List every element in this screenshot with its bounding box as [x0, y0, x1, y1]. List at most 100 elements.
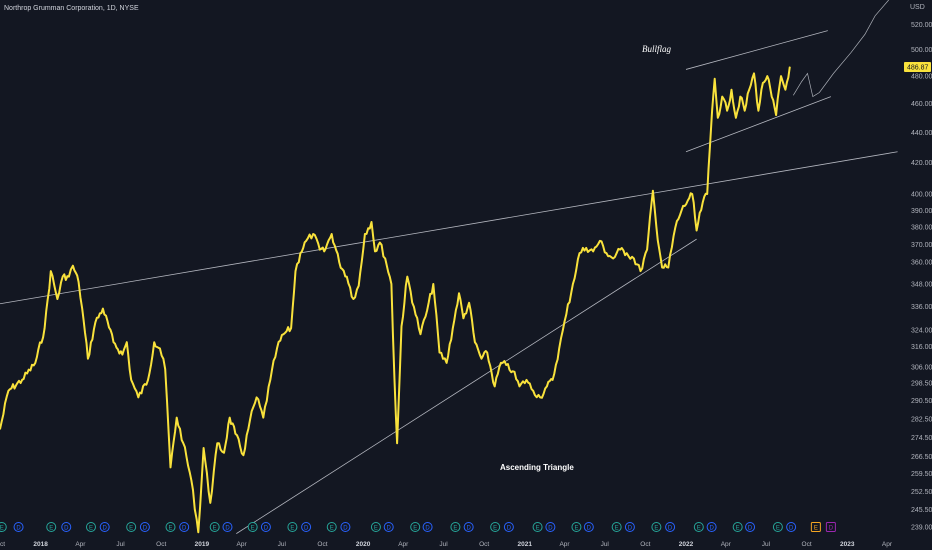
price-point: [169, 466, 172, 469]
event-marker-label: D: [64, 525, 69, 531]
event-marker: [222, 522, 233, 532]
y-tick-label: 500.00: [911, 47, 932, 54]
price-point: [249, 419, 251, 421]
x-tick-label: Apr: [75, 541, 86, 548]
price-point: [674, 226, 676, 228]
event-marker-label: D: [748, 525, 753, 531]
price-point: [762, 82, 764, 84]
event-marker-label: D: [668, 525, 673, 531]
price-point: [512, 370, 514, 372]
y-tick-label: 324.00: [911, 328, 932, 335]
x-tick-label: Apr: [398, 541, 409, 548]
event-marker: [463, 522, 474, 532]
y-tick-label: 348.00: [911, 281, 932, 288]
y-tick-label: 480.00: [911, 74, 932, 81]
event-marker-label: E: [290, 525, 294, 531]
price-point: [164, 368, 166, 370]
x-tick-label: Jul: [278, 541, 287, 548]
x-tick-label: Oct: [156, 541, 166, 548]
price-point: [551, 379, 554, 381]
price-point: [652, 190, 654, 192]
y-tick-label: 440.00: [911, 130, 932, 137]
price-point: [62, 275, 64, 278]
price-point: [633, 257, 635, 260]
price-point: [358, 285, 360, 287]
y-tick-label: 239.00: [911, 524, 932, 531]
price-point: [229, 417, 231, 419]
price-point: [578, 252, 581, 254]
price-point: [197, 531, 199, 533]
x-tick-label: 2019: [195, 541, 210, 548]
event-marker: [209, 522, 220, 532]
price-point: [276, 347, 278, 349]
event-marker: [810, 522, 821, 532]
price-point: [299, 252, 301, 254]
price-point: [744, 110, 746, 112]
y-tick-label: 380.00: [911, 225, 932, 232]
event-marker-label: D: [16, 525, 21, 531]
price-point: [709, 146, 711, 148]
price-point: [667, 266, 669, 269]
price-point: [216, 442, 218, 444]
price-point: [203, 447, 205, 449]
y-tick-label: 420.00: [911, 160, 932, 167]
event-marker: [422, 522, 433, 532]
projection-path: [793, 0, 889, 98]
event-marker: [61, 522, 72, 532]
price-point: [432, 283, 434, 285]
trendline-resistance: [0, 151, 898, 305]
event-marker: [0, 522, 7, 532]
price-point: [757, 110, 760, 112]
ascending-triangle-annotation: Ascending Triangle: [500, 463, 574, 472]
x-tick-label: Oct: [317, 541, 327, 548]
last-price-badge: 486.87: [904, 61, 931, 72]
price-point: [766, 75, 768, 77]
price-point: [269, 379, 271, 381]
x-tick-label: 2021: [518, 541, 533, 548]
event-marker: [786, 522, 797, 532]
event-marker-label: E: [251, 525, 255, 531]
y-tick-label: 252.50: [911, 489, 932, 496]
event-marker-label: E: [49, 525, 53, 531]
event-marker-label: D: [425, 525, 430, 531]
price-point: [305, 240, 307, 242]
price-point: [426, 309, 428, 312]
price-point: [687, 199, 689, 202]
y-tick-label: 259.50: [911, 471, 932, 478]
price-point: [605, 252, 608, 254]
price-point: [242, 454, 244, 456]
price-point: [153, 341, 155, 343]
price-point: [34, 362, 36, 364]
price-point: [370, 221, 373, 223]
event-marker: [624, 522, 635, 532]
event-marker-label: D: [466, 525, 471, 531]
price-point: [223, 452, 225, 454]
price-point: [319, 249, 321, 251]
price-point: [323, 250, 325, 252]
event-marker-label: E: [493, 525, 497, 531]
price-point: [565, 313, 567, 316]
price-point: [486, 351, 488, 354]
y-tick-label: 290.50: [911, 398, 932, 405]
event-marker: [825, 522, 836, 532]
price-point: [646, 249, 648, 251]
x-tick-label: Jul: [601, 541, 610, 548]
y-tick-label: 360.00: [911, 260, 932, 267]
x-tick-label: Oct: [802, 541, 812, 548]
price-point: [331, 233, 333, 235]
price-point: [494, 385, 496, 388]
event-marker-label: E: [213, 525, 217, 531]
price-point: [234, 433, 237, 435]
price-point: [338, 261, 340, 263]
y-tick-label: 274.50: [911, 435, 932, 442]
event-marker: [179, 522, 190, 532]
price-point: [612, 257, 614, 260]
event-marker: [490, 522, 501, 532]
event-marker-label: E: [615, 525, 619, 531]
event-marker-label: E: [536, 525, 540, 531]
trendline-flag-upper: [685, 30, 828, 70]
event-marker-label: D: [829, 525, 834, 531]
price-point: [721, 96, 723, 98]
price-point: [525, 379, 528, 381]
